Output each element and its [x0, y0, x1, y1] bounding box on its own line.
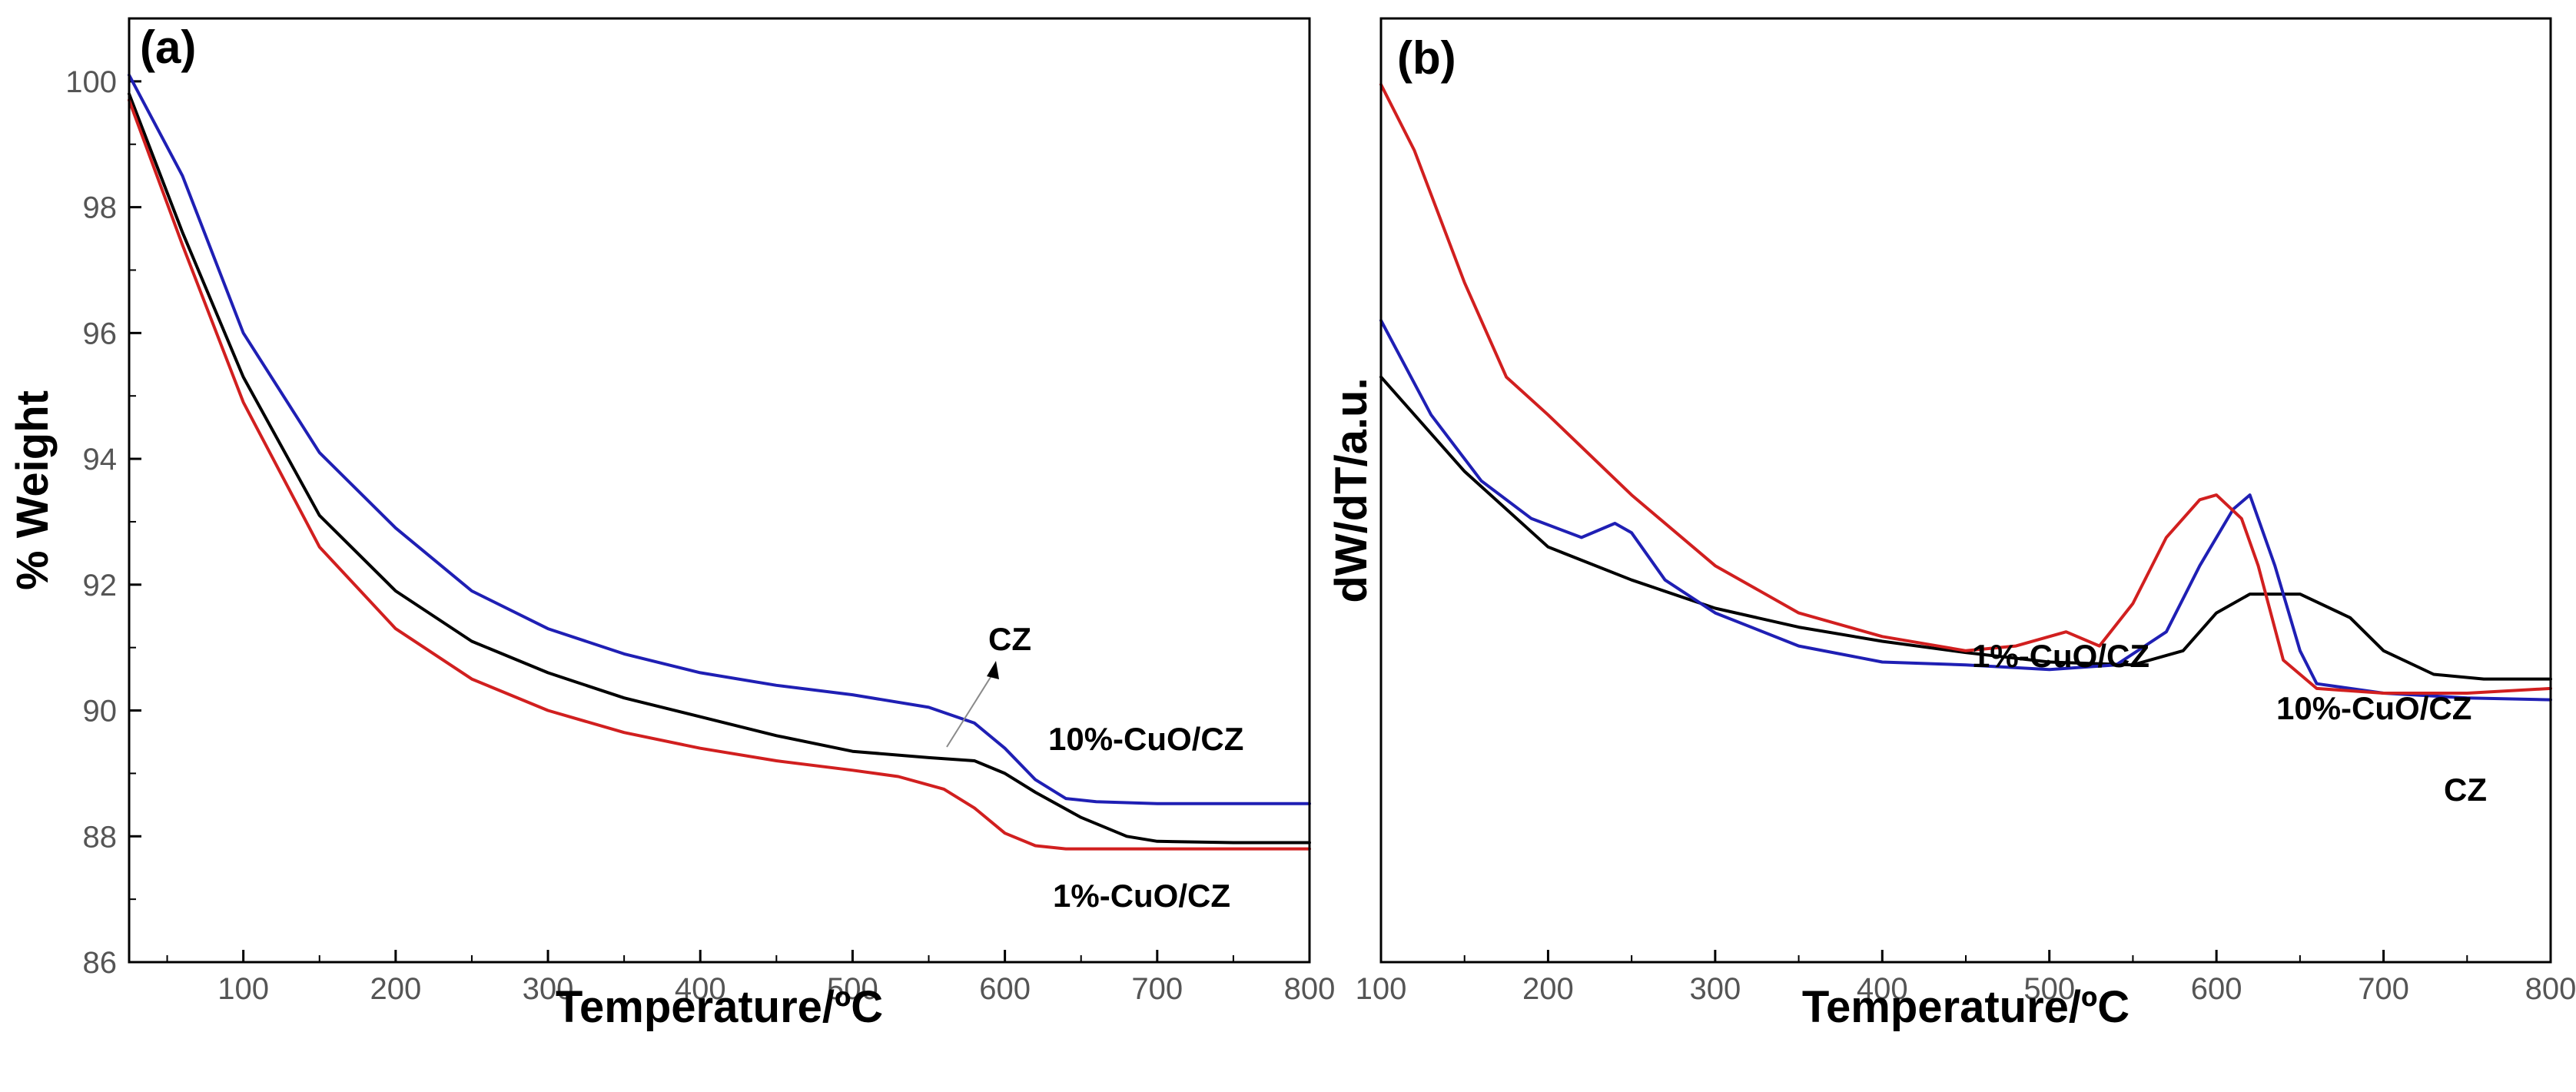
panel-a-ytick-label: 92 [83, 569, 118, 602]
panel-a-xtick-label: 400 [675, 972, 726, 1006]
panel-b-series [1379, 83, 2552, 702]
panel-a: 100 200 300 400 500 600 700 800 86 88 90 92 94 96 98 10… [8, 17, 1335, 1032]
panel-b-xtick-label: 200 [1522, 972, 1574, 1006]
panel-a-ytick-label: 96 [83, 317, 118, 350]
panel-b-annot-cz: CZ [2444, 772, 2487, 808]
panel-a-frame [128, 17, 1311, 964]
panel-b-frame [1379, 17, 2552, 964]
panel-a-xtick-label: 300 [523, 972, 574, 1006]
panel-a-xtick-label: 500 [827, 972, 878, 1006]
panel-a-ytick-label: 90 [83, 695, 118, 729]
panel-a-xlabel: Temperature/ºC [556, 982, 883, 1032]
panel-b-series-cz [1379, 375, 2552, 681]
panel-a-ticks: 100 200 300 400 500 600 700 800 86 88 90 92 94 96 98 10… [65, 65, 1335, 1006]
panel-a-xtick-label: 600 [979, 972, 1031, 1006]
panel-a-cz-arrowhead [987, 661, 999, 679]
panel-b-series-10-cuo-cz [1379, 319, 2552, 702]
panel-b-xtick-label: 400 [1857, 972, 1908, 1006]
panel-a-ytick-label: 86 [83, 946, 118, 980]
panel-a-ytick-label: 94 [83, 443, 118, 476]
panel-a-series-cz [128, 92, 1311, 845]
panel-a-label: (a) [140, 22, 196, 73]
panel-b-label: (b) [1397, 32, 1456, 84]
panel-b-ylabel: dW/dT/a.u. [1326, 377, 1376, 602]
panel-a-xtick-label: 700 [1131, 972, 1183, 1006]
panel-a-ytick-label: 98 [83, 191, 118, 225]
panel-b-annot-1cuo: 1%-CuO/CZ [1972, 638, 2149, 674]
panel-b-xlabel: Temperature/ºC [1802, 982, 2130, 1032]
panel-b-series-1-cuo-cz [1379, 83, 2552, 695]
panel-b-ticks: 100 200 300 400 500 600 700 800 [1356, 950, 2576, 1006]
panel-b-xtick-label: 600 [2191, 972, 2242, 1006]
panel-b-xtick-label: 700 [2358, 972, 2409, 1006]
panel-a-annot-1cuo: 1%-CuO/CZ [1053, 878, 1230, 914]
panel-b: 100 200 300 400 500 600 700 800 (b) Temperature… [1326, 17, 2576, 1032]
panel-a-series-1-cuo-cz [128, 98, 1311, 851]
panel-a-ylabel: % Weight [8, 390, 58, 590]
panel-a-cz-arrow [946, 668, 997, 748]
panel-a-xtick-label: 100 [217, 972, 269, 1006]
panel-a-xtick-label: 200 [370, 972, 421, 1006]
panel-b-xtick-label: 300 [1689, 972, 1741, 1006]
panel-a-ytick-label: 88 [83, 820, 118, 854]
panel-a-series-10-cuo-cz [128, 73, 1311, 805]
panel-a-annot-10cuo: 10%-CuO/CZ [1048, 721, 1243, 757]
panel-b-xtick-label: 500 [2023, 972, 2075, 1006]
panel-b-xtick-label: 800 [2525, 972, 2576, 1006]
panel-a-series [128, 73, 1311, 851]
panel-a-xtick-label: 800 [1284, 972, 1336, 1006]
panel-b-annot-10cuo: 10%-CuO/CZ [2276, 690, 2471, 726]
panel-a-ytick-label: 100 [65, 65, 117, 99]
panel-a-annot-cz: CZ [988, 621, 1031, 657]
panel-b-xtick-label: 100 [1356, 972, 1407, 1006]
